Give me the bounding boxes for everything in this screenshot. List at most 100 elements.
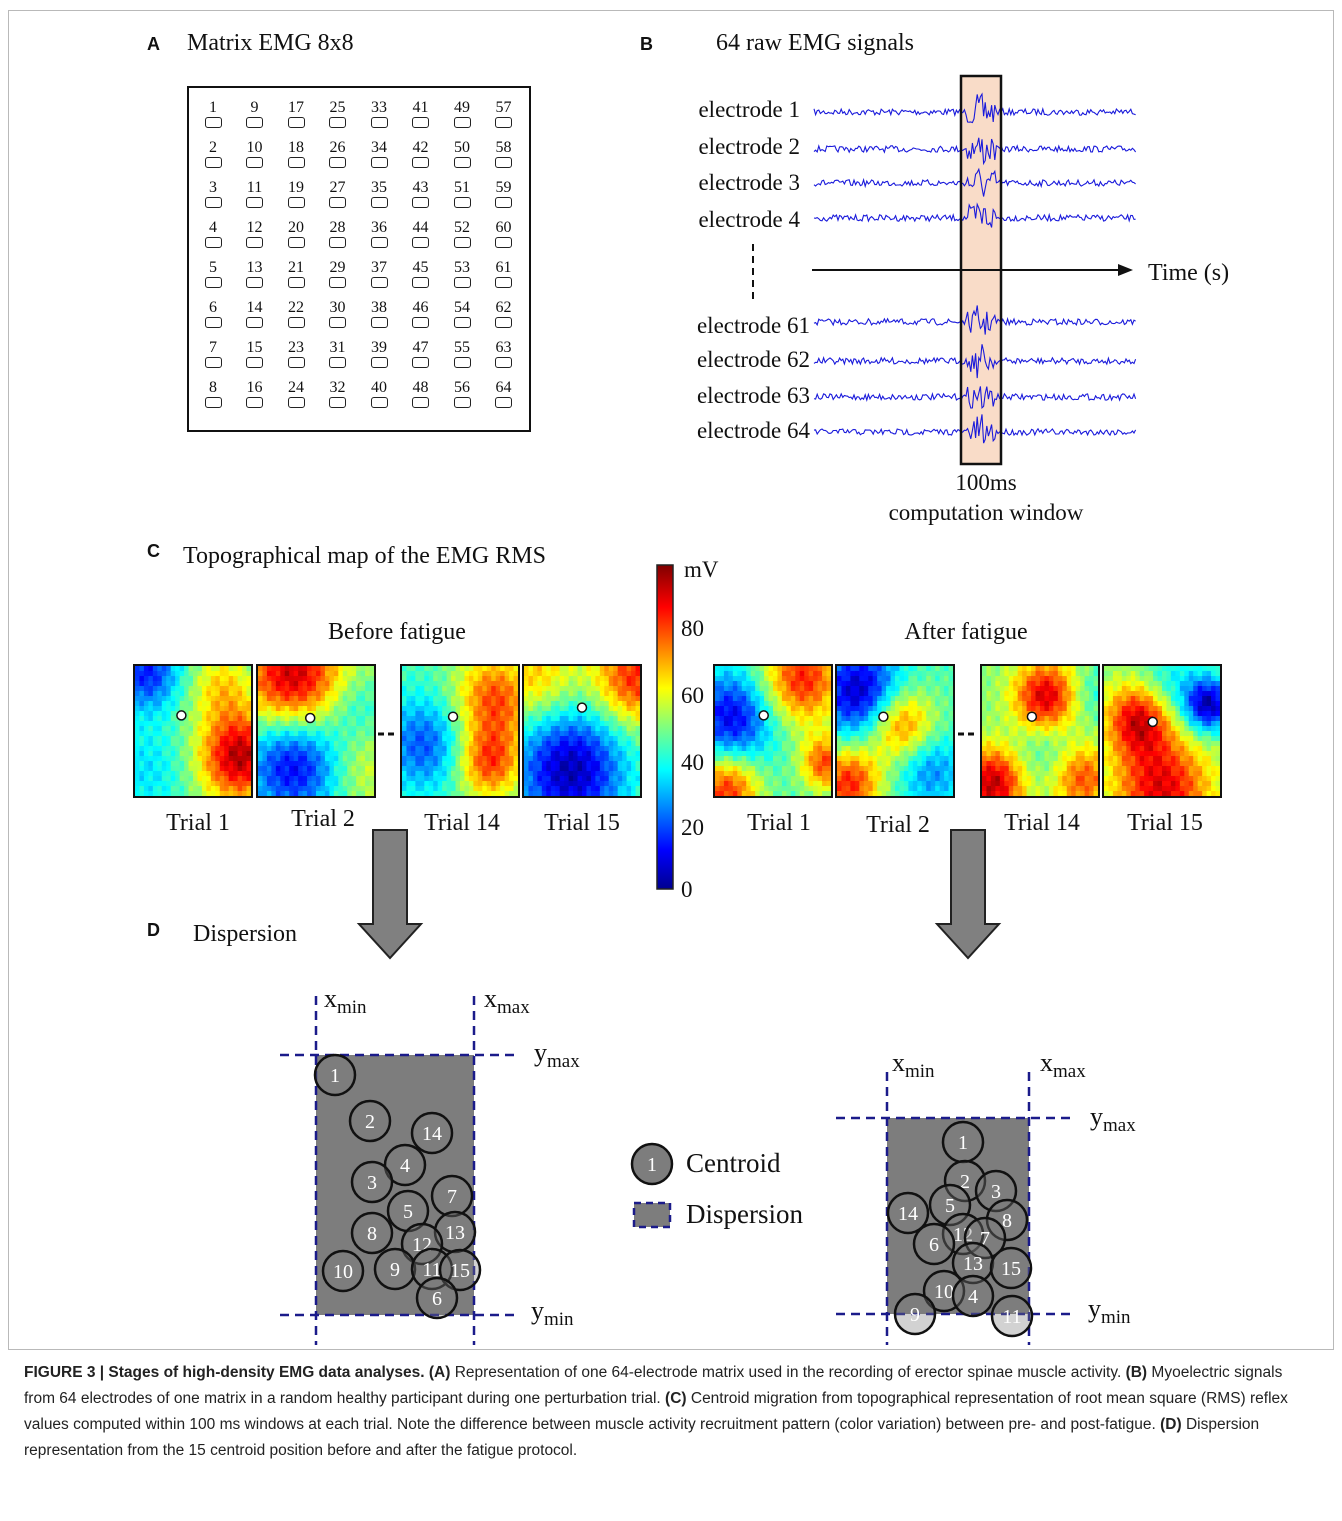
electrode-cell: 56: [452, 380, 472, 408]
centroid-number: 6: [432, 1288, 442, 1310]
electrode-number: 52: [454, 219, 470, 236]
colorbar: [656, 564, 674, 890]
electrode-cell: 30: [328, 300, 348, 328]
electrode-pad: [370, 237, 388, 248]
panel-a-letter: A: [147, 34, 160, 54]
centroid-circle: [350, 1160, 394, 1204]
electrode-number: 12: [246, 219, 263, 236]
topographic-map: [133, 664, 253, 798]
electrode-cell: 2: [203, 140, 223, 168]
electrode-cell: 18: [286, 140, 306, 168]
caption-b-label: (B): [1125, 1364, 1148, 1381]
after-xmax-label: xmax: [1040, 1048, 1086, 1083]
electrode-number: 7: [209, 339, 217, 356]
legend-dispersion-label: Dispersion: [686, 1199, 803, 1229]
electrode-cell: 21: [286, 260, 306, 288]
electrode-pad: [246, 397, 263, 408]
electrode-cell: 38: [369, 300, 389, 328]
centroid-number: 9: [390, 1259, 400, 1281]
centroid-circle: [321, 1249, 365, 1293]
electrode-number: 8: [209, 379, 217, 396]
electrode-pad: [287, 277, 305, 288]
electrode-pad: [246, 117, 263, 128]
dispersion-legend-symbols: 1: [630, 1142, 674, 1229]
electrode-cell: 23: [286, 340, 306, 368]
centroid-number: 10: [333, 1261, 353, 1283]
electrode-number: 27: [329, 179, 346, 196]
electrode-number: 28: [329, 219, 346, 236]
electrode-number: 62: [495, 299, 512, 316]
centroid-circle: [912, 1222, 956, 1266]
centroid-circle: [886, 1191, 930, 1235]
topographic-map: [835, 664, 955, 798]
electrode-pad: [204, 157, 222, 168]
electrode-cell: 43: [411, 180, 431, 208]
centroid-circle: [313, 1053, 357, 1097]
window-label-duration: 100ms: [955, 470, 1017, 495]
electrode-pad: [287, 197, 305, 208]
electrode-number: 29: [329, 259, 346, 276]
centroid-marker: [176, 710, 187, 721]
topographic-map: [713, 664, 833, 798]
electrode-pad: [329, 397, 346, 408]
centroid-number: 11: [422, 1259, 441, 1281]
electrode-pad: [329, 317, 346, 328]
electrode-cell: 33: [369, 100, 389, 128]
electrode-pad: [495, 197, 512, 208]
after-ymin-label: ymin: [1088, 1294, 1131, 1329]
electrode-pad: [287, 397, 305, 408]
centroid-number: 3: [991, 1181, 1001, 1203]
electrode-cell: 4: [203, 220, 223, 248]
panel-a-title: Matrix EMG 8x8: [187, 30, 354, 56]
electrode-number: 45: [412, 259, 429, 276]
electrode-cell: 63: [494, 340, 514, 368]
electrode-pad: [453, 357, 471, 368]
electrode-pad: [453, 237, 471, 248]
electrode-pad: [246, 157, 263, 168]
electrode-pad: [370, 117, 388, 128]
centroid-number: 4: [400, 1155, 410, 1177]
electrode-cell: 50: [452, 140, 472, 168]
electrode-cell: 55: [452, 340, 472, 368]
electrode-cell: 22: [286, 300, 306, 328]
electrode-pad: [453, 197, 471, 208]
electrode-pad: [495, 317, 512, 328]
electrode-pad: [370, 157, 388, 168]
topographic-map: [400, 664, 520, 798]
electrode-cell: 16: [245, 380, 265, 408]
centroid-marker: [576, 702, 588, 713]
centroid-number: 2: [365, 1111, 375, 1133]
electrode-pad: [370, 397, 388, 408]
colorbar-tick-60: 60: [681, 683, 704, 708]
electrode-cell: 42: [411, 140, 431, 168]
electrode-number: 17: [288, 99, 304, 116]
electrode-cell: 47: [411, 340, 431, 368]
legend-centroid-icon: [630, 1142, 674, 1186]
emg-signal-trace: [813, 386, 1137, 409]
electrode-pad: [204, 317, 222, 328]
centroid-number: 5: [945, 1195, 955, 1217]
electrode-cell: 24: [286, 380, 306, 408]
trial-label: Trial 14: [424, 810, 500, 836]
electrode-pad: [495, 157, 512, 168]
centroid-number: 8: [1002, 1210, 1012, 1232]
emg-signals-plot: [812, 74, 1137, 466]
before-trials-gap-dashes: [378, 732, 398, 736]
centroid-circle: [951, 1274, 995, 1318]
electrode-matrix: 1 9 17 25 33 41 49 57 2 10 18 26 34 42 50 58 3 11 19 27 35 43…: [187, 86, 531, 432]
topographic-map: [256, 664, 376, 798]
electrode-pad: [495, 397, 512, 408]
electrode-pad: [329, 117, 346, 128]
before-ymax-label: ymax: [534, 1038, 580, 1073]
centroid-number: 14: [898, 1203, 918, 1225]
trial-label: Trial 2: [291, 806, 355, 832]
centroid-number: 15: [1001, 1258, 1021, 1280]
electrode-cell: 46: [411, 300, 431, 328]
centroid-circle: [989, 1246, 1033, 1290]
trial-label: Trial 1: [166, 810, 230, 836]
electrode-number: 36: [371, 219, 387, 236]
electrode-number: 31: [329, 339, 346, 356]
electrode-label: electrode 2: [698, 134, 800, 159]
centroid-circle: [410, 1111, 454, 1155]
